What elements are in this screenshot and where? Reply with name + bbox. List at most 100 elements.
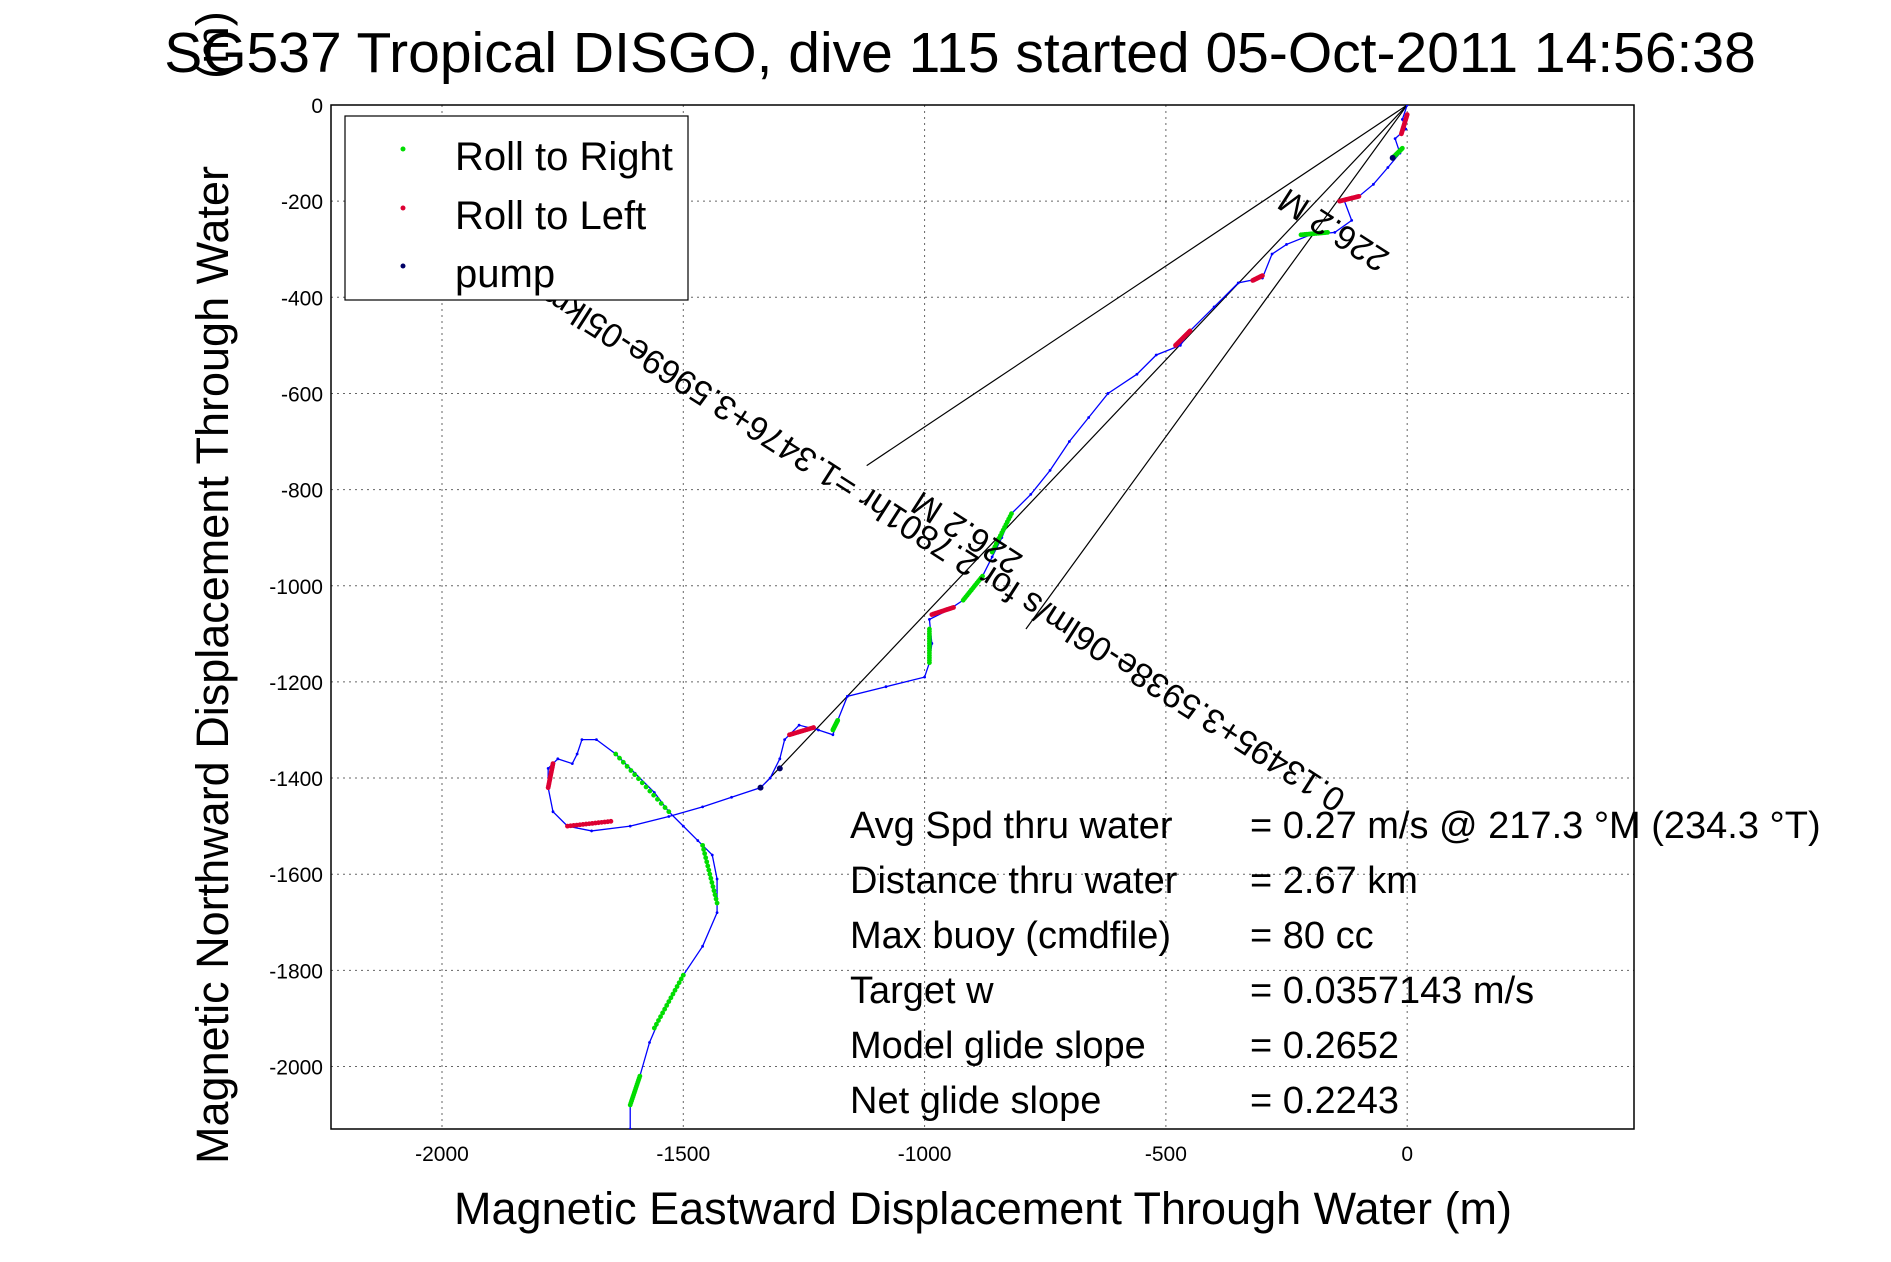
y-tick-label: -400 bbox=[281, 287, 323, 310]
roll-right-marker bbox=[989, 549, 995, 555]
roll-right-marker bbox=[714, 900, 720, 906]
track-point bbox=[1236, 281, 1240, 285]
roll-right-marker bbox=[1399, 145, 1405, 151]
roll-right-marker bbox=[712, 892, 718, 898]
track-point bbox=[1178, 343, 1182, 347]
roll-left-marker bbox=[608, 818, 614, 824]
legend-marker-roll-right bbox=[400, 146, 406, 152]
x-axis-title: Magnetic Eastward Displacement Through W… bbox=[454, 1183, 1512, 1234]
roll-right-marker bbox=[711, 888, 717, 894]
track-point bbox=[580, 738, 584, 741]
track-point bbox=[696, 839, 700, 842]
track-point bbox=[1405, 105, 1409, 107]
y-tick-label: -800 bbox=[281, 480, 323, 503]
stat-value: = 0.0357143 m/s bbox=[1250, 970, 1534, 1012]
pump-marker bbox=[776, 765, 783, 772]
roll-left-marker bbox=[1337, 198, 1343, 204]
legend-marker-pump bbox=[400, 263, 406, 269]
roll-right-marker bbox=[654, 1021, 659, 1027]
track-point bbox=[1350, 218, 1354, 222]
roll-right-marker bbox=[710, 884, 716, 889]
legend-item-pump: pump bbox=[400, 252, 555, 296]
roll-right-marker bbox=[1298, 232, 1304, 238]
track-point bbox=[1087, 416, 1091, 419]
track-point bbox=[715, 877, 719, 881]
roll-right-marker bbox=[636, 776, 641, 782]
roll-right-marker bbox=[639, 780, 645, 786]
roll-left-marker bbox=[1173, 342, 1178, 348]
track-point bbox=[701, 944, 704, 948]
legend-item-roll-right: Roll to Right bbox=[400, 135, 673, 179]
stat-value: = 0.2243 bbox=[1250, 1080, 1399, 1122]
track-point bbox=[628, 1127, 632, 1129]
track-point bbox=[990, 555, 994, 559]
roll-right-marker bbox=[927, 660, 932, 666]
roll-right-marker bbox=[662, 805, 668, 810]
roll-right-marker bbox=[705, 863, 711, 869]
roll-right-marker bbox=[704, 859, 710, 865]
roll-right-marker bbox=[664, 1002, 670, 1008]
x-tick-label: -1500 bbox=[656, 1143, 710, 1166]
y-tick-label: -1600 bbox=[269, 864, 323, 887]
track-point bbox=[1386, 166, 1390, 169]
roll-right-marker bbox=[702, 851, 708, 856]
roll-left-marker bbox=[1398, 131, 1404, 137]
track-point bbox=[595, 738, 598, 741]
roll-right-marker bbox=[700, 842, 705, 848]
y-axis-title-units: (m) bbox=[187, 11, 238, 78]
heading-lines bbox=[764, 105, 1408, 784]
x-axis-ticks: -2000 -1500 -1000 -500 0 bbox=[415, 1143, 1413, 1166]
stat-label: Net glide slope bbox=[850, 1080, 1101, 1122]
roll-left-marker bbox=[929, 612, 935, 617]
track-point bbox=[768, 776, 772, 780]
pump-layer bbox=[757, 154, 1396, 791]
track-point bbox=[845, 694, 849, 698]
roll-right-marker bbox=[655, 796, 660, 802]
y-axis-title: Magnetic Northward Displacement Through … bbox=[187, 166, 238, 1164]
stat-label: Distance thru water bbox=[850, 860, 1178, 902]
track-point bbox=[701, 805, 704, 809]
roll-right-marker bbox=[658, 1014, 663, 1020]
track-point bbox=[831, 733, 835, 737]
roll-right-marker bbox=[647, 788, 653, 794]
current-vector-line bbox=[764, 105, 1408, 784]
roll-right-marker bbox=[666, 999, 672, 1005]
roll-right-marker bbox=[708, 875, 714, 881]
y-tick-label: -1200 bbox=[269, 672, 323, 695]
roll-right-marker bbox=[713, 896, 719, 902]
legend: Roll to Right Roll to Left pump bbox=[344, 115, 689, 301]
roll-left-marker bbox=[550, 761, 556, 767]
roll-right-marker bbox=[651, 792, 657, 798]
roll-right-marker bbox=[830, 727, 836, 733]
track-point bbox=[730, 795, 733, 799]
roll-right-marker bbox=[706, 867, 712, 873]
track-point bbox=[1400, 118, 1404, 121]
x-tick-label: 0 bbox=[1401, 1143, 1413, 1166]
roll-right-marker bbox=[660, 1010, 666, 1016]
x-tick-label: -1000 bbox=[898, 1143, 952, 1166]
roll-right-marker bbox=[672, 987, 678, 993]
stat-value: = 80 cc bbox=[1250, 915, 1374, 957]
y-tick-label: -1000 bbox=[269, 576, 323, 599]
roll-right-marker bbox=[632, 772, 638, 778]
roll-right-marker bbox=[651, 1025, 657, 1031]
stat-value: = 0.2652 bbox=[1250, 1025, 1399, 1067]
track-point bbox=[667, 815, 671, 818]
x-tick-label: -500 bbox=[1145, 1143, 1187, 1166]
roll-right-marker bbox=[678, 976, 684, 982]
track-point bbox=[1285, 243, 1288, 246]
track-point bbox=[575, 752, 579, 756]
track-point bbox=[556, 757, 560, 761]
track-point bbox=[570, 762, 574, 766]
pump-marker bbox=[1389, 154, 1396, 161]
track-point bbox=[648, 1041, 651, 1044]
track-point bbox=[783, 738, 787, 741]
track-point bbox=[1333, 230, 1337, 234]
roll-right-marker bbox=[620, 759, 626, 765]
pump-marker bbox=[757, 784, 764, 791]
chart-title: SG537 Tropical DISGO, dive 115 started 0… bbox=[164, 21, 1756, 85]
roll-right-marker bbox=[662, 1006, 668, 1012]
y-tick-label: 0 bbox=[311, 95, 323, 118]
stat-value: = 0.27 m/s @ 217.3 °M (234.3 °T) bbox=[1250, 805, 1821, 847]
track-point bbox=[681, 824, 685, 828]
